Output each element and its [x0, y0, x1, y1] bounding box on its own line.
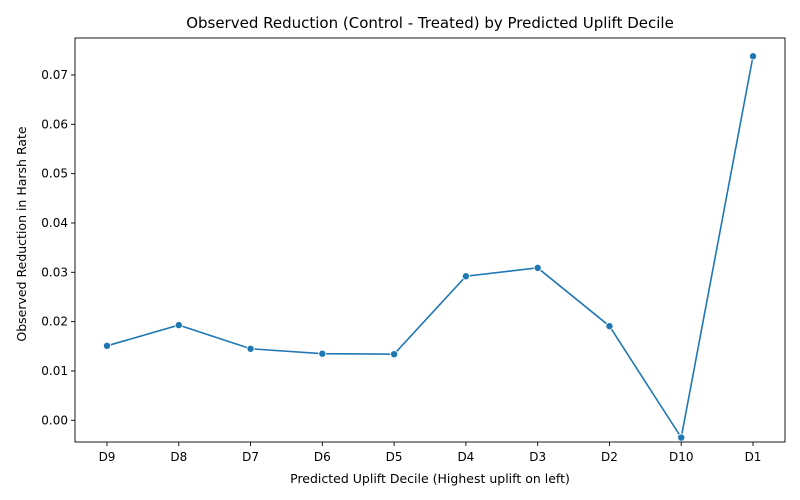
y-axis-label: Observed Reduction in Harsh Rate [14, 126, 29, 342]
data-point [103, 341, 112, 350]
data-point [246, 344, 255, 353]
x-axis: D9 D8 D7 D6 D5 D4 D3 D2 D10 D1 [99, 442, 762, 464]
data-point [461, 272, 470, 281]
x-tick-label: D5 [386, 450, 403, 464]
data-point [318, 349, 327, 358]
data-point [174, 321, 183, 330]
x-axis-label: Predicted Uplift Decile (Highest uplift … [290, 471, 570, 486]
x-tick-label: D4 [457, 450, 474, 464]
data-point [533, 263, 542, 272]
data-point [390, 350, 399, 359]
y-tick-label: 0.00 [41, 413, 68, 427]
y-axis: 0.00 0.01 0.02 0.03 0.04 0.05 0.06 0.07 [41, 68, 75, 427]
x-tick-label: D10 [669, 450, 694, 464]
chart-title: Observed Reduction (Control - Treated) b… [186, 14, 674, 32]
y-tick-label: 0.04 [41, 216, 68, 230]
y-tick-label: 0.02 [41, 315, 68, 329]
y-tick-label: 0.05 [41, 167, 68, 181]
x-tick-label: D9 [99, 450, 116, 464]
plot-frame [74, 37, 786, 443]
x-tick-label: D2 [601, 450, 618, 464]
x-tick-label: D8 [170, 450, 187, 464]
y-tick-label: 0.07 [41, 68, 68, 82]
y-tick-label: 0.01 [41, 364, 68, 378]
data-point [605, 322, 614, 331]
x-tick-label: D1 [745, 450, 762, 464]
series-line [106, 56, 754, 440]
y-tick-label: 0.06 [41, 117, 68, 131]
y-tick-label: 0.03 [41, 265, 68, 279]
data-point [749, 52, 758, 61]
x-tick-label: D6 [314, 450, 331, 464]
x-tick-label: D7 [242, 450, 259, 464]
plot-area [74, 37, 786, 443]
x-tick-label: D3 [529, 450, 546, 464]
data-point [677, 433, 686, 442]
